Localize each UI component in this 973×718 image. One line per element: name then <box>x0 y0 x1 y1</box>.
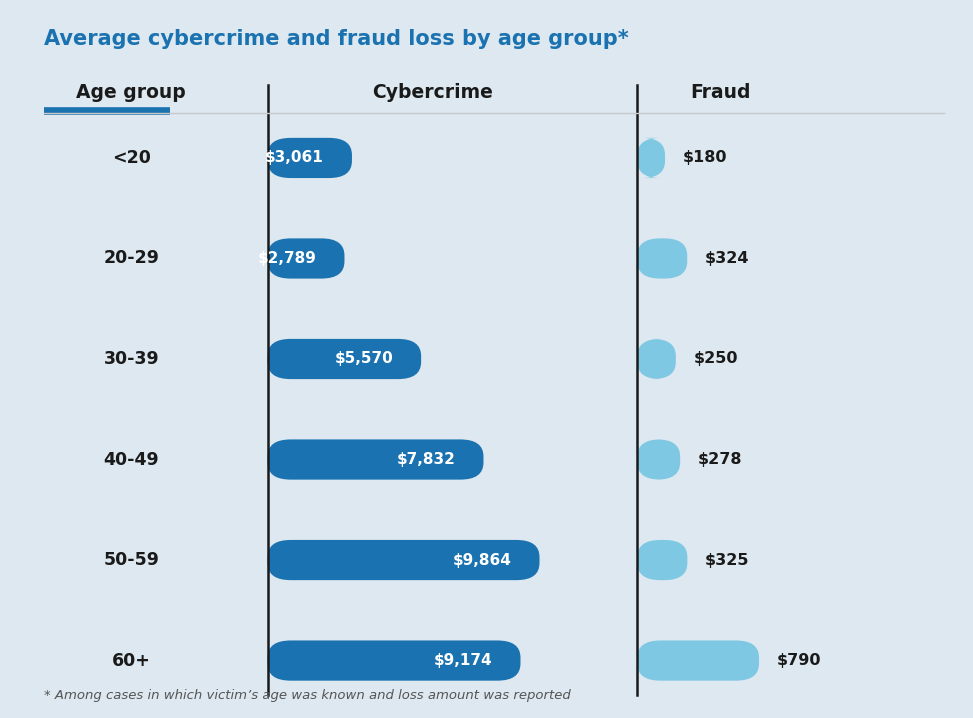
Text: 60+: 60+ <box>112 651 151 670</box>
FancyBboxPatch shape <box>637 138 666 178</box>
Text: 40-49: 40-49 <box>103 450 160 469</box>
Text: $278: $278 <box>698 452 742 467</box>
FancyBboxPatch shape <box>268 238 344 279</box>
Text: 50-59: 50-59 <box>103 551 160 569</box>
Text: 30-39: 30-39 <box>103 350 160 368</box>
Text: $3,061: $3,061 <box>266 151 324 165</box>
Text: $180: $180 <box>683 151 727 165</box>
Text: Average cybercrime and fraud loss by age group*: Average cybercrime and fraud loss by age… <box>44 29 629 49</box>
Text: * Among cases in which victim’s age was known and loss amount was reported: * Among cases in which victim’s age was … <box>44 689 570 702</box>
FancyBboxPatch shape <box>637 339 676 379</box>
FancyBboxPatch shape <box>268 540 539 580</box>
Text: <20: <20 <box>112 149 151 167</box>
Text: Fraud: Fraud <box>690 83 750 102</box>
Text: $7,832: $7,832 <box>397 452 455 467</box>
FancyBboxPatch shape <box>268 138 352 178</box>
Text: $2,789: $2,789 <box>258 251 316 266</box>
Text: $250: $250 <box>694 352 738 366</box>
FancyBboxPatch shape <box>637 439 680 480</box>
Text: $9,174: $9,174 <box>434 653 492 668</box>
Text: $790: $790 <box>776 653 821 668</box>
Text: Cybercrime: Cybercrime <box>373 83 493 102</box>
FancyBboxPatch shape <box>637 640 759 681</box>
FancyBboxPatch shape <box>637 238 687 279</box>
Text: $9,864: $9,864 <box>452 553 512 567</box>
Text: Age group: Age group <box>77 83 186 102</box>
FancyBboxPatch shape <box>268 339 421 379</box>
FancyBboxPatch shape <box>268 439 484 480</box>
Text: $5,570: $5,570 <box>335 352 393 366</box>
FancyBboxPatch shape <box>637 540 687 580</box>
Text: $324: $324 <box>704 251 749 266</box>
Text: 20-29: 20-29 <box>103 249 160 268</box>
FancyBboxPatch shape <box>268 640 521 681</box>
Text: $325: $325 <box>704 553 749 567</box>
